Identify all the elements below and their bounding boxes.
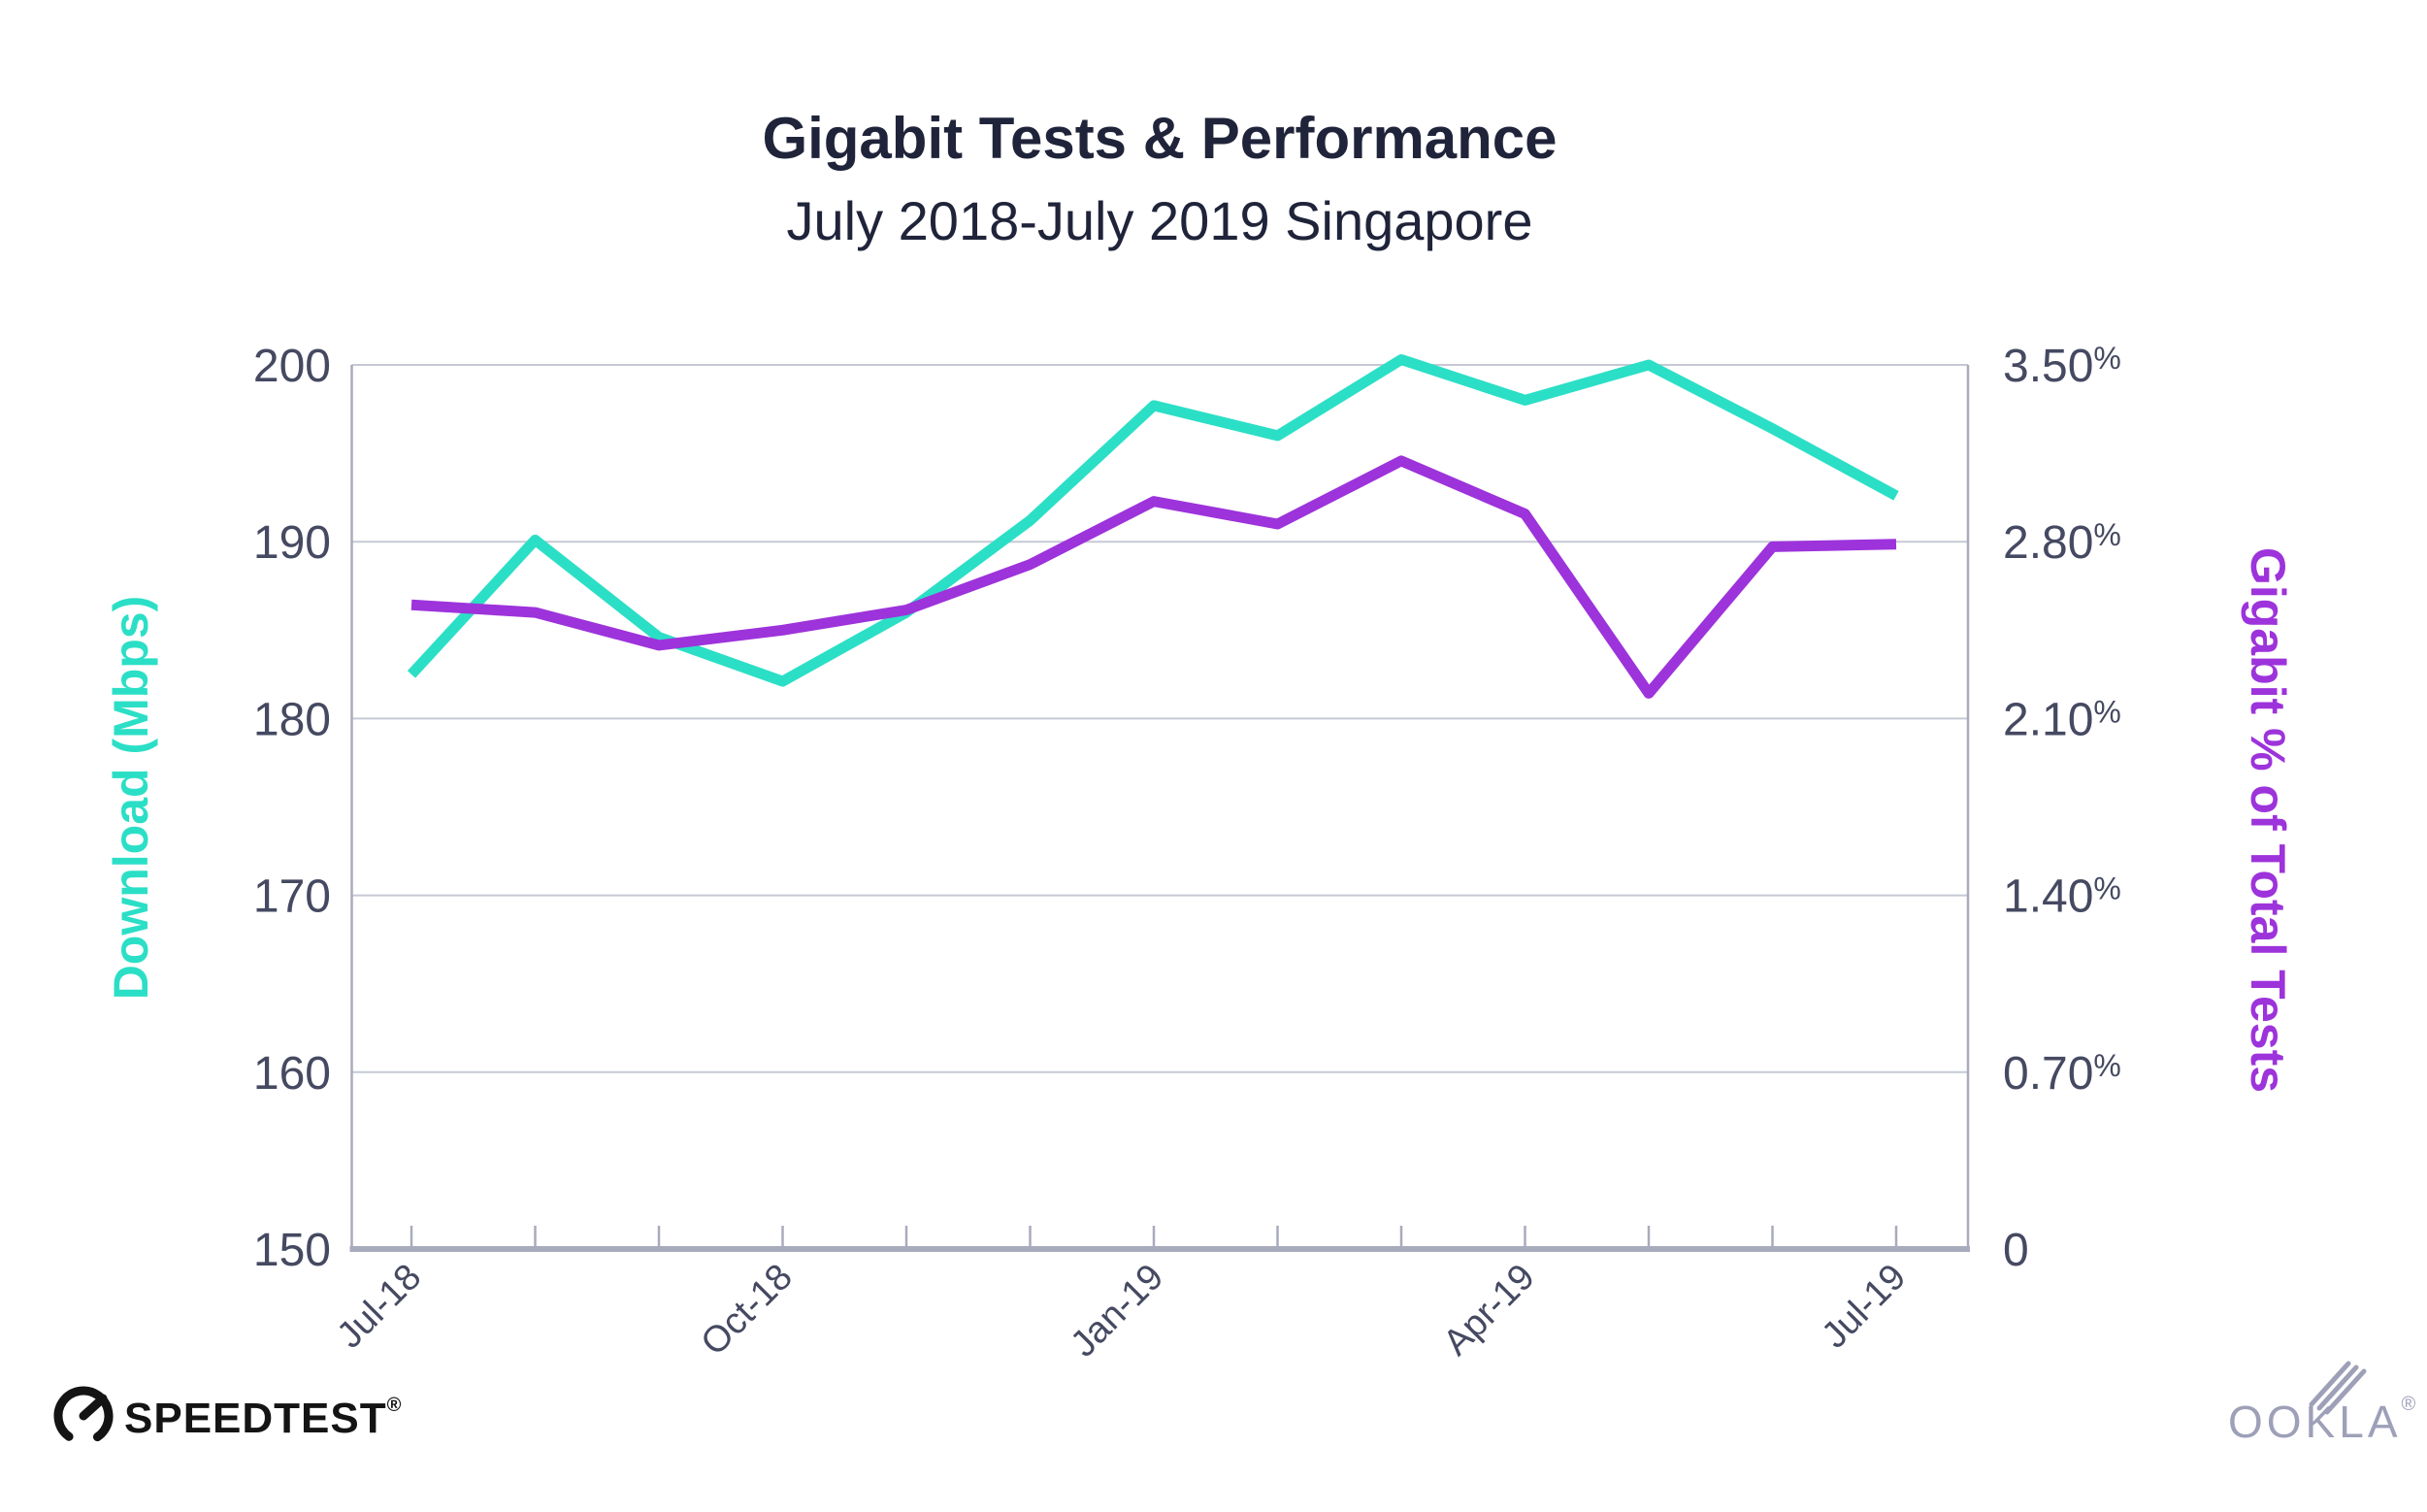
x-axis-label: Jan-19 bbox=[1063, 1257, 1171, 1365]
ookla-k-flourish-icon bbox=[2309, 1361, 2367, 1415]
left-tick-label: 150 bbox=[253, 1225, 331, 1276]
x-axis-label: Jul-19 bbox=[1814, 1257, 1914, 1357]
x-axis-label: Jul-18 bbox=[329, 1257, 429, 1357]
x-axis-label: Oct-18 bbox=[694, 1257, 801, 1364]
left-tick-label: 180 bbox=[253, 694, 331, 745]
left-tick-label: 160 bbox=[253, 1048, 331, 1100]
left-axis-title: Download (Mbps) bbox=[104, 596, 158, 1001]
left-tick-label: 200 bbox=[253, 341, 331, 392]
speedtest-gauge-icon bbox=[53, 1386, 114, 1446]
right-tick-label: 0 bbox=[2003, 1225, 2029, 1276]
gigabit-pct-line bbox=[410, 455, 1897, 699]
ookla-registered-mark: ® bbox=[2402, 1394, 2420, 1415]
speedtest-logo: SPEEDTEST® bbox=[53, 1386, 402, 1446]
plot-area: Jul-18 Oct-18 Jan-19 Apr-19 Jul-19 200 190 180 1… bbox=[253, 341, 2121, 1365]
chart-subtitle: July 2018-July 2019 Singapore bbox=[787, 190, 1533, 251]
right-tick-label: 0.70% bbox=[2003, 1048, 2121, 1100]
x-axis-label: Apr-19 bbox=[1436, 1257, 1543, 1364]
left-tick-label: 190 bbox=[253, 517, 331, 569]
ookla-logo: OOKLA® bbox=[2228, 1361, 2420, 1447]
speedtest-wordmark: SPEEDTEST® bbox=[124, 1395, 402, 1442]
speedtest-registered-mark: ® bbox=[387, 1395, 403, 1416]
download-line bbox=[407, 354, 1899, 687]
right-tick-label: 3.50% bbox=[2003, 341, 2121, 392]
right-tick-label: 2.80% bbox=[2003, 517, 2121, 569]
right-tick-label: 1.40% bbox=[2003, 871, 2121, 923]
left-tick-label: 170 bbox=[253, 871, 331, 923]
right-axis-title: Gigabit % of Total Tests bbox=[2241, 547, 2295, 1093]
chart-title: Gigabit Tests & Performance bbox=[762, 106, 1557, 171]
right-tick-label: 2.10% bbox=[2003, 694, 2121, 745]
